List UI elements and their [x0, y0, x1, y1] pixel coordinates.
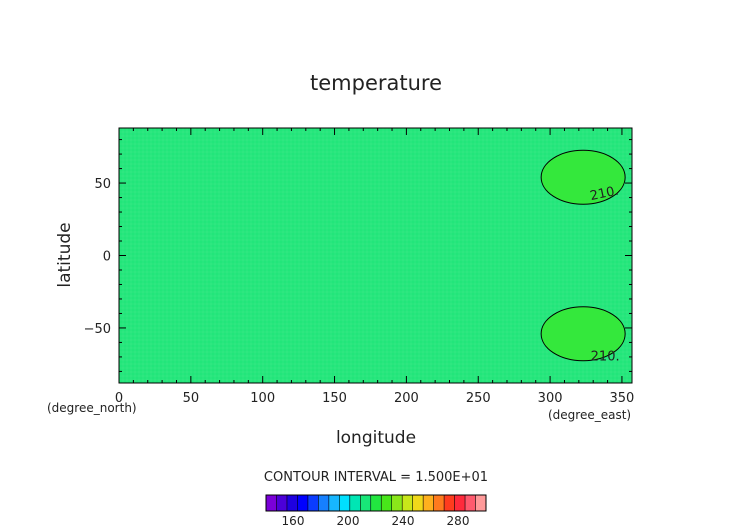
- colorbar-swatch: [370, 495, 382, 511]
- colorbar-swatch: [360, 495, 372, 511]
- contour-region: [540, 306, 626, 362]
- colorbar-swatch: [444, 495, 455, 511]
- colorbar-swatch: [339, 495, 351, 511]
- y-axis: 50 0 −50: [84, 139, 632, 372]
- contour-interval-text: CONTOUR INTERVAL = 1.500E+01: [264, 470, 488, 485]
- colorbar-frame: [265, 494, 487, 512]
- colorbar-swatch: [433, 495, 445, 511]
- colorbar-swatch: [475, 495, 487, 511]
- colorbar-swatch: [465, 495, 476, 511]
- colorbar-swatch: [297, 495, 309, 511]
- y-units-label: (degree_north): [47, 401, 137, 415]
- colorbar-swatch: [381, 495, 393, 511]
- colorbar-swatch: [328, 495, 340, 511]
- colorbar-swatch: [423, 495, 435, 511]
- chart-title: temperature: [310, 71, 442, 95]
- colorbar-tick-label: 160: [282, 514, 305, 528]
- colorbar-swatch: [402, 495, 414, 511]
- x-tick-label: 0: [115, 391, 123, 406]
- colorbar-swatch: [266, 495, 277, 511]
- x-axis-label: longitude: [336, 428, 416, 448]
- x-tick-label: 250: [466, 391, 491, 406]
- x-tick-label: 100: [250, 391, 275, 406]
- x-units-label: (degree_east): [548, 408, 631, 422]
- colorbar-tick-label: 280: [447, 514, 470, 528]
- x-axis: 0 50 100 150 200 250 300 350: [115, 128, 634, 406]
- y-tick-label: 0: [103, 250, 111, 265]
- x-tick-label: 150: [322, 391, 347, 406]
- colorbar: 160 200 240 280: [265, 494, 487, 528]
- y-tick-label: −50: [84, 322, 111, 337]
- colorbar-swatch: [286, 495, 298, 511]
- x-tick-label: 350: [610, 391, 635, 406]
- colorbar-swatch: [454, 495, 466, 511]
- colorbar-swatch: [412, 495, 424, 511]
- contour-label: 210.: [591, 350, 620, 365]
- x-tick-label: 200: [394, 391, 419, 406]
- colorbar-swatch: [276, 495, 288, 511]
- colorbar-tick-label: 200: [337, 514, 360, 528]
- x-tick-label: 300: [538, 391, 563, 406]
- contour-label: 210.: [589, 183, 620, 204]
- x-tick-label: 50: [183, 391, 200, 406]
- colorbar-swatch: [307, 495, 319, 511]
- colorbar-swatch: [349, 495, 361, 511]
- contour-region: [540, 149, 626, 205]
- y-axis-label: latitude: [55, 222, 75, 287]
- colorbar-swatch: [391, 495, 403, 511]
- y-tick-label: 50: [94, 177, 111, 192]
- colorbar-swatch: [318, 495, 330, 511]
- colorbar-tick-label: 240: [392, 514, 415, 528]
